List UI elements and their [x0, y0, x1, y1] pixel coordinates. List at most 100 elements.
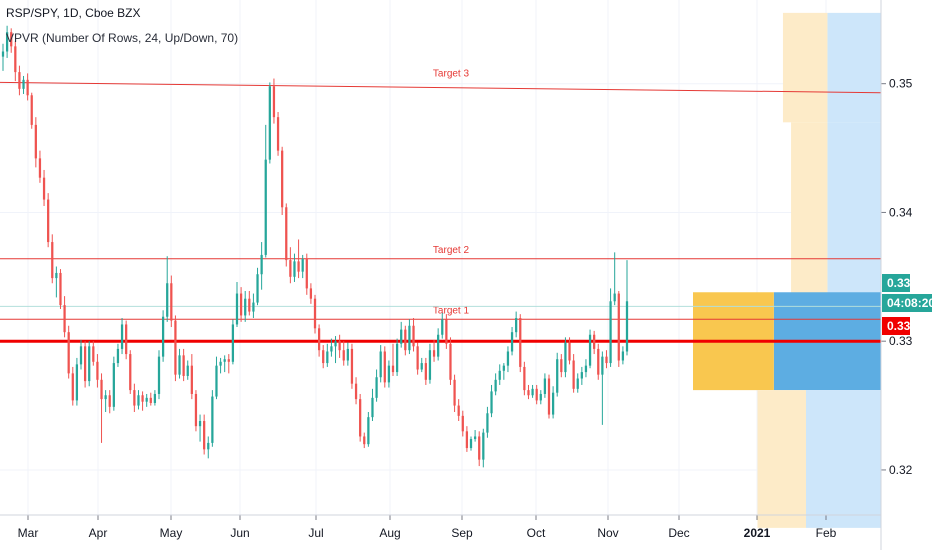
candle-body: [338, 341, 341, 351]
candle-body: [428, 350, 432, 380]
candle-body: [597, 348, 600, 375]
candle-body: [441, 319, 444, 335]
candle-body: [14, 46, 17, 73]
candle-body: [227, 359, 230, 362]
candle-body: [330, 346, 333, 352]
candle-body: [26, 79, 29, 96]
volume-profile-down-bar: [782, 12, 828, 123]
candle-body: [416, 346, 419, 370]
candle-body: [317, 328, 321, 351]
candle-body: [556, 359, 559, 393]
candle-body: [120, 324, 124, 349]
candle-body: [178, 355, 181, 375]
symbol-title[interactable]: RSP/SPY, 1D, Cboe BZX: [6, 6, 141, 20]
candle-body: [207, 442, 210, 450]
y-tick-label: 0.34: [889, 205, 913, 219]
candle-body: [166, 283, 169, 317]
candle-body: [248, 298, 251, 312]
candle-body: [276, 117, 280, 151]
candle-body: [30, 95, 33, 125]
candle-body: [453, 379, 456, 406]
candle-body: [547, 378, 551, 415]
volume-profile-up-bar: [805, 390, 881, 528]
y-tick-label: 0.33: [889, 334, 913, 348]
candle-body: [387, 365, 391, 383]
target-label: Target 3: [433, 68, 470, 79]
x-tick-label: 2021: [744, 526, 771, 540]
candle-body: [252, 302, 255, 312]
candle-body: [157, 356, 161, 394]
price-badge-bid: [882, 274, 910, 292]
candle-body: [211, 396, 214, 443]
candle-body: [170, 283, 173, 321]
candle-body: [125, 324, 128, 355]
volume-profile: [693, 12, 881, 528]
candle-body: [449, 343, 452, 380]
candle-body: [281, 150, 284, 208]
candle-body: [47, 199, 50, 243]
candle-body: [96, 361, 99, 380]
target-label: Target 1: [433, 305, 470, 316]
x-tick-label: Mar: [18, 526, 39, 540]
candle-body: [1, 51, 5, 57]
candle-body: [59, 272, 62, 306]
candle-body: [584, 365, 588, 373]
candle-body: [350, 348, 354, 384]
candle-body: [108, 395, 111, 407]
candle-body: [572, 360, 575, 389]
candle-body: [412, 325, 415, 347]
x-tick-label: Dec: [668, 526, 689, 540]
candle-body: [506, 351, 510, 366]
candle-body: [363, 436, 366, 445]
candle-body: [79, 346, 83, 365]
candle-body: [400, 329, 403, 344]
candle-body: [264, 159, 267, 255]
y-tick-label: 0.35: [889, 77, 913, 91]
x-tick-label: Oct: [527, 526, 546, 540]
candle-body: [359, 399, 362, 437]
candle-body: [88, 346, 91, 382]
candle-body: [297, 261, 300, 272]
candle-body: [469, 439, 473, 449]
candle-body: [334, 341, 337, 347]
price-badge-last-text: 0.33: [887, 319, 911, 333]
candle-body: [268, 86, 271, 160]
candle-body: [38, 158, 42, 178]
volume-profile-up-bar: [827, 12, 881, 123]
candle-body: [379, 351, 382, 378]
candle-body: [67, 332, 70, 374]
candle-body: [354, 383, 358, 400]
candle-body: [539, 393, 542, 401]
candle-body: [239, 293, 243, 316]
candle-body: [305, 258, 308, 289]
candle-body: [457, 405, 460, 416]
candle-body: [194, 393, 198, 427]
candle-body: [531, 388, 534, 396]
candle-body: [404, 329, 407, 351]
candle-body: [367, 417, 370, 445]
candle-body: [10, 32, 13, 47]
price-badge-last: [882, 317, 910, 335]
candle-body: [231, 324, 235, 362]
candle-body: [478, 436, 481, 460]
candle-body: [92, 346, 95, 362]
candle-body: [527, 390, 530, 396]
candle-body: [486, 413, 489, 433]
candle-body: [161, 316, 165, 357]
candle-body: [100, 379, 103, 400]
candle-body: [18, 72, 21, 89]
candle-body: [71, 373, 74, 401]
candle-body: [51, 242, 54, 279]
candle-body: [186, 365, 189, 376]
x-tick-label: Nov: [597, 526, 618, 540]
candle-body: [617, 293, 620, 361]
volume-profile-down-bar: [791, 122, 828, 303]
candle-body: [149, 397, 152, 403]
candle-body: [494, 379, 497, 392]
candle-body: [137, 395, 140, 406]
x-tick-label: Jul: [308, 526, 323, 540]
indicator-title[interactable]: VPVR (Number Of Rows, 24, Up/Down, 70): [6, 31, 239, 45]
candle-body: [613, 293, 616, 302]
volume-profile-down-bar: [757, 390, 806, 528]
